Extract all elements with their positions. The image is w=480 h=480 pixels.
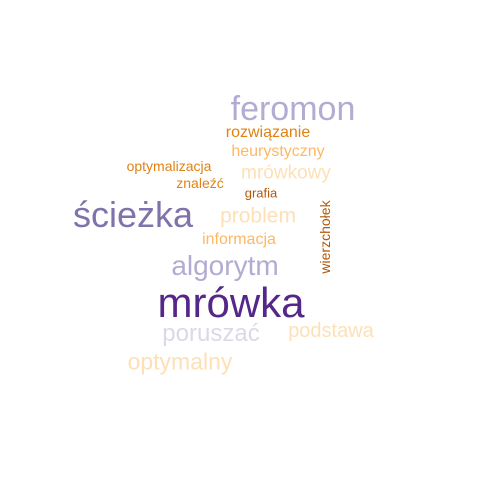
word-feromon: feromon: [230, 90, 356, 128]
word-znalezc: znaleźć: [176, 175, 224, 191]
word-grafia: grafia: [244, 185, 278, 201]
word-mrowkowy: mrówkowy: [241, 162, 331, 184]
word-problem: problem: [220, 204, 296, 228]
word-sciezka: ścieżka: [72, 194, 194, 235]
word-optymalizacja: optymalizacja: [126, 158, 212, 174]
word-informacja: informacja: [202, 231, 276, 248]
word-heurystyczny: heurystyczny: [231, 143, 325, 160]
word-podstawa: podstawa: [288, 320, 374, 342]
word-wierzcholek: wierzchołek: [317, 200, 333, 274]
word-mrowka: mrówka: [157, 279, 305, 326]
word-optymalny: optymalny: [127, 348, 233, 375]
word-rozwiazanie: rozwiązanie: [225, 124, 311, 141]
word-poruszac: poruszać: [162, 320, 260, 347]
word-algorytm: algorytm: [171, 250, 279, 281]
